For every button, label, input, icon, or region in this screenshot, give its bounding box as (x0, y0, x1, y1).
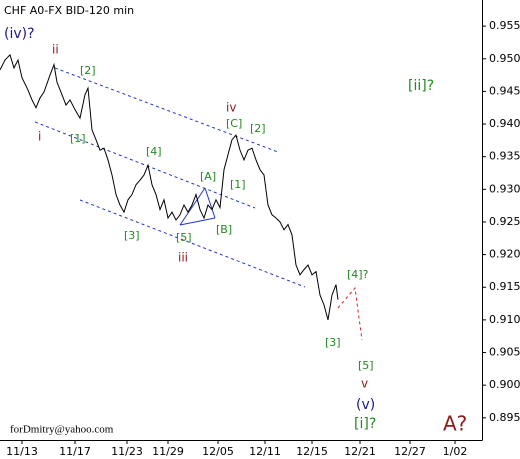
wave-label: [C] (226, 117, 242, 130)
wave-line (179, 217, 216, 226)
wave-line (179, 187, 206, 226)
wave-label: [1] (70, 132, 86, 145)
wave-label: [5] (176, 231, 192, 244)
x-tick-label: 12/21 (344, 445, 376, 458)
wave-label: v (361, 377, 368, 391)
wave-label: i (38, 130, 41, 144)
channels (34, 67, 363, 341)
wave-label: [1] (230, 178, 246, 191)
channel-line (54, 67, 279, 153)
wave-label: [4]? (347, 268, 369, 281)
wave-line (204, 187, 216, 219)
wave-label: [B] (216, 223, 232, 236)
wave-label: [5] (358, 359, 374, 372)
x-tick-label: 12/05 (202, 445, 234, 458)
x-tick-label: 11/23 (111, 445, 143, 458)
x-tick-label: 11/29 (152, 445, 184, 458)
wave-label: iii (178, 251, 188, 265)
wave-label: [2] (250, 122, 266, 135)
y-tick-label: 0.8950 (489, 411, 520, 424)
x-tick-label: 11/13 (6, 445, 38, 458)
wave-label: [3] (325, 336, 341, 349)
price-line (0, 53, 339, 321)
wave-label: [3] (124, 229, 140, 242)
x-tick-label: 11/17 (59, 445, 91, 458)
wave-label: ii (52, 43, 59, 57)
projection (337, 286, 363, 341)
wave-label: [A] (200, 170, 216, 183)
wave-label: [ii]? (408, 78, 434, 94)
wave-label: [4] (146, 145, 162, 158)
x-tick-label: 12/11 (249, 445, 281, 458)
wave-label: iv (226, 101, 236, 115)
chart-title: CHF A0-FX BID-120 min (4, 4, 134, 17)
wave-label: (v) (356, 397, 375, 413)
x-tick-label: 12/15 (296, 445, 328, 458)
x-tick-label: 12/27 (394, 445, 426, 458)
wave-label: A? (443, 412, 467, 436)
wave-label: [i]? (354, 416, 376, 432)
x-tick-label: 1/02 (443, 445, 468, 458)
wave-label: [2] (80, 64, 96, 77)
wave-label: forDmitry@yahoo.com (10, 424, 114, 436)
wave-label: (iv)? (4, 26, 35, 42)
channel-line (79, 199, 306, 288)
